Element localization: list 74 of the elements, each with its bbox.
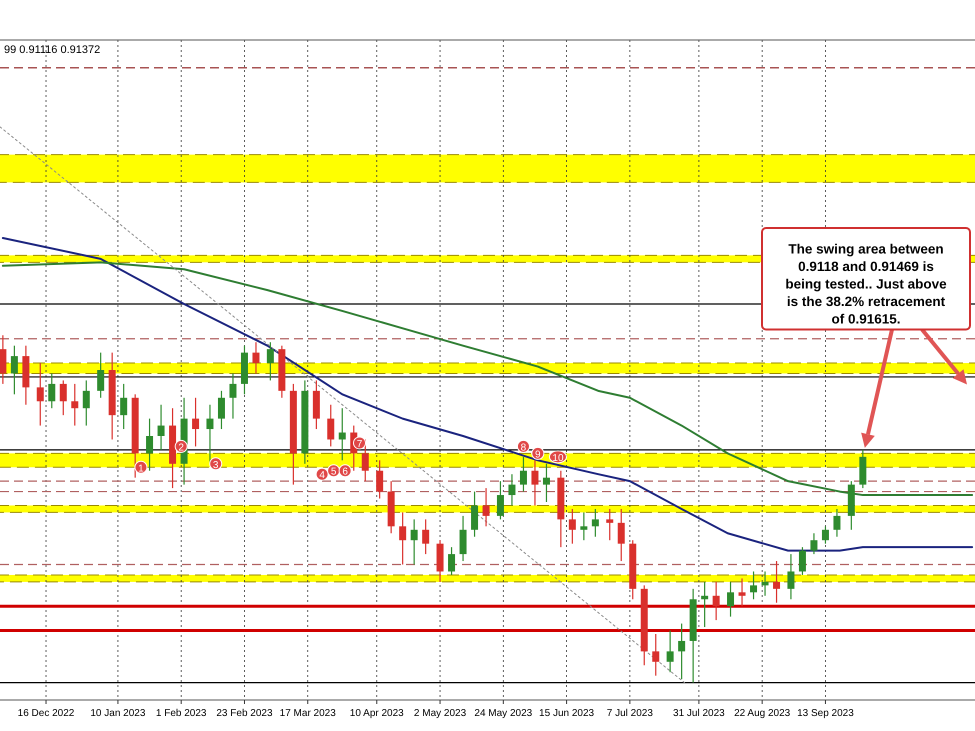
candlestick [496, 480, 504, 520]
candlestick [652, 633, 660, 676]
text: 99 0.91116 0.91372 [4, 44, 100, 56]
candlestick [97, 352, 104, 398]
x-tick-label: 10 Jan 2023 [90, 708, 146, 719]
candlestick [36, 362, 44, 426]
annotation: 8 [520, 442, 527, 454]
candlestick [810, 532, 818, 555]
x-tick-label: 31 Jul 2023 [673, 708, 726, 719]
x-tick-label: 24 May 2023 [474, 708, 533, 719]
candlestick [750, 570, 758, 600]
candlestick [542, 463, 550, 503]
candlestick [787, 554, 794, 600]
candlestick [229, 372, 236, 420]
candlestick [666, 630, 674, 673]
candlestick [71, 383, 78, 426]
candlestick [580, 512, 588, 541]
x-tick-label: 16 Dec 2022 [18, 708, 75, 719]
annotation: 1 [138, 463, 144, 474]
candlestick [618, 508, 625, 562]
candlestick [482, 488, 490, 527]
candlestick [773, 560, 780, 604]
text: The swing area between 0.9118 and 0.91469 is being tested.. Just above is the 38.2% retracement of 0.91615. [785, 242, 948, 326]
candlestick [508, 474, 516, 506]
candlestick [327, 404, 334, 448]
annotation: 2 [178, 442, 184, 454]
candlestick [727, 581, 734, 618]
candlestick [822, 526, 829, 544]
x-tick-label: 23 Feb 2023 [216, 708, 273, 719]
candlestick [252, 342, 260, 374]
x-tick-label: 13 Sep 2023 [797, 708, 854, 719]
candlestick [399, 512, 406, 566]
candlestick [158, 404, 165, 450]
annotation: 3 [212, 460, 219, 471]
candlestick [338, 408, 346, 461]
candlestick [520, 456, 527, 492]
candlestick [60, 380, 67, 416]
candlestick [798, 546, 806, 576]
candlestick [568, 508, 576, 544]
x-tick-label: 15 Jun 2023 [539, 708, 595, 719]
candlestick [218, 390, 225, 430]
candlestick [410, 518, 418, 566]
candlestick [738, 578, 746, 607]
candlestick [592, 508, 599, 538]
x-tick-label: 7 Jul 2023 [606, 708, 654, 719]
candlestick [82, 380, 90, 426]
candlestick [146, 418, 154, 472]
candlestick [606, 508, 614, 541]
x-tick-label: 17 Mar 2023 [280, 708, 336, 719]
x-tick-label: 1 Feb 2023 [156, 708, 207, 719]
annotation: 5 [330, 466, 337, 478]
annotation: 7 [356, 438, 363, 450]
candlestick [678, 622, 686, 680]
x-tick-label: 2 May 2023 [414, 708, 467, 719]
candlestick [448, 546, 456, 576]
candlestick [376, 460, 384, 500]
annotation: 9 [535, 449, 542, 460]
candlestick [762, 570, 769, 596]
annotation: 6 [342, 466, 348, 478]
candlestick [10, 345, 18, 395]
x-tick-label: 22 Aug 2023 [734, 708, 791, 719]
annotation: 10 [552, 452, 564, 464]
candlestick [362, 438, 369, 482]
candlestick [48, 372, 56, 409]
candlestick [531, 460, 538, 506]
x-tick-label: 10 Apr 2023 [350, 708, 404, 719]
candlestick [422, 518, 430, 555]
candlestick [701, 581, 708, 628]
candlestick [712, 581, 720, 621]
candlestick [120, 383, 128, 430]
candlestick [192, 397, 200, 448]
annotation: 4 [319, 470, 326, 482]
candlestick [833, 508, 840, 538]
candlestick [266, 342, 274, 382]
